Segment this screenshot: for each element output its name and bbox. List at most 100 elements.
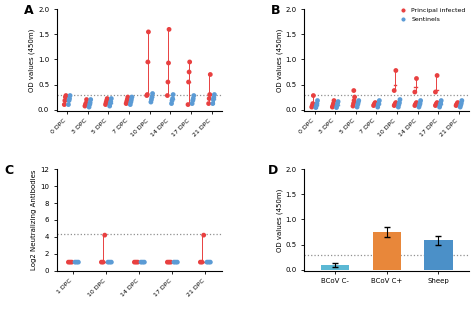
Point xyxy=(124,95,132,100)
Point xyxy=(86,100,94,105)
Point xyxy=(103,98,110,103)
Point xyxy=(391,88,398,93)
Point xyxy=(173,260,181,265)
Point xyxy=(453,102,460,107)
Point xyxy=(329,101,337,106)
Point xyxy=(353,104,361,109)
Point xyxy=(185,69,193,74)
Point xyxy=(308,104,316,109)
Point xyxy=(85,104,93,109)
Point xyxy=(415,104,423,109)
Point xyxy=(436,104,443,109)
Text: B: B xyxy=(271,4,281,17)
Point xyxy=(139,260,146,265)
Point xyxy=(374,102,382,107)
Point xyxy=(66,260,74,265)
Point xyxy=(64,102,72,107)
Point xyxy=(186,59,193,64)
Point xyxy=(68,260,75,265)
Point xyxy=(185,80,192,85)
Point xyxy=(103,96,111,101)
Text: C: C xyxy=(4,164,13,177)
Point xyxy=(375,101,383,106)
Point xyxy=(73,260,81,265)
Point xyxy=(392,100,400,105)
Bar xyxy=(424,240,453,270)
Point xyxy=(433,101,440,106)
Point xyxy=(456,104,464,109)
Point xyxy=(416,103,423,108)
Point xyxy=(350,101,357,106)
Point xyxy=(454,100,462,105)
Point xyxy=(190,96,197,101)
Point xyxy=(128,95,136,100)
Point xyxy=(66,93,74,98)
Point xyxy=(333,103,341,108)
Point xyxy=(128,97,135,102)
Point xyxy=(334,101,341,106)
Point xyxy=(148,95,156,100)
Point xyxy=(145,30,152,35)
Point xyxy=(127,102,134,107)
Point xyxy=(412,101,419,106)
Point xyxy=(411,90,419,95)
Y-axis label: OD values (450m): OD values (450m) xyxy=(276,188,283,252)
Point xyxy=(210,92,218,97)
Point xyxy=(313,103,320,108)
Point xyxy=(164,93,171,98)
Point xyxy=(396,100,403,105)
Point xyxy=(354,102,362,107)
Point xyxy=(371,101,378,106)
Point xyxy=(82,100,90,105)
Point xyxy=(134,260,142,265)
Point xyxy=(417,98,424,103)
Point xyxy=(143,93,151,98)
Y-axis label: Log2 Neutralizing Antibodies: Log2 Neutralizing Antibodies xyxy=(31,170,37,270)
Point xyxy=(98,260,105,265)
Point xyxy=(452,103,460,108)
Point xyxy=(188,101,196,106)
Point xyxy=(350,88,357,93)
Point xyxy=(205,260,212,265)
Bar xyxy=(373,232,401,270)
Y-axis label: OD values (450m): OD values (450m) xyxy=(29,28,35,92)
Point xyxy=(313,101,321,106)
Point xyxy=(205,101,212,106)
Point xyxy=(107,99,115,104)
Point xyxy=(411,102,419,107)
Point xyxy=(108,96,115,101)
Point xyxy=(102,102,109,107)
Point xyxy=(167,260,174,265)
Point xyxy=(137,260,145,265)
Point xyxy=(310,93,317,98)
Point xyxy=(61,98,69,103)
Point xyxy=(82,102,89,107)
Point xyxy=(205,96,213,101)
Point xyxy=(355,100,362,105)
Point xyxy=(149,91,156,96)
Point xyxy=(66,96,73,101)
Point xyxy=(107,101,114,106)
Point xyxy=(328,104,336,109)
Point xyxy=(433,100,441,105)
Point xyxy=(432,102,440,107)
Point xyxy=(122,101,130,106)
Point xyxy=(169,96,176,101)
Point xyxy=(165,27,173,32)
Point xyxy=(71,260,79,265)
Point xyxy=(168,98,176,103)
Point xyxy=(123,99,130,104)
Point xyxy=(413,76,420,81)
Point xyxy=(147,100,155,104)
Point xyxy=(210,97,217,102)
Point xyxy=(108,260,115,265)
Point xyxy=(350,98,358,103)
Point xyxy=(131,260,138,265)
Point xyxy=(375,98,383,103)
Point xyxy=(312,105,319,110)
Point xyxy=(87,97,94,102)
Point xyxy=(200,233,208,238)
Point xyxy=(314,98,321,103)
Point xyxy=(309,103,316,108)
Point xyxy=(392,68,400,73)
